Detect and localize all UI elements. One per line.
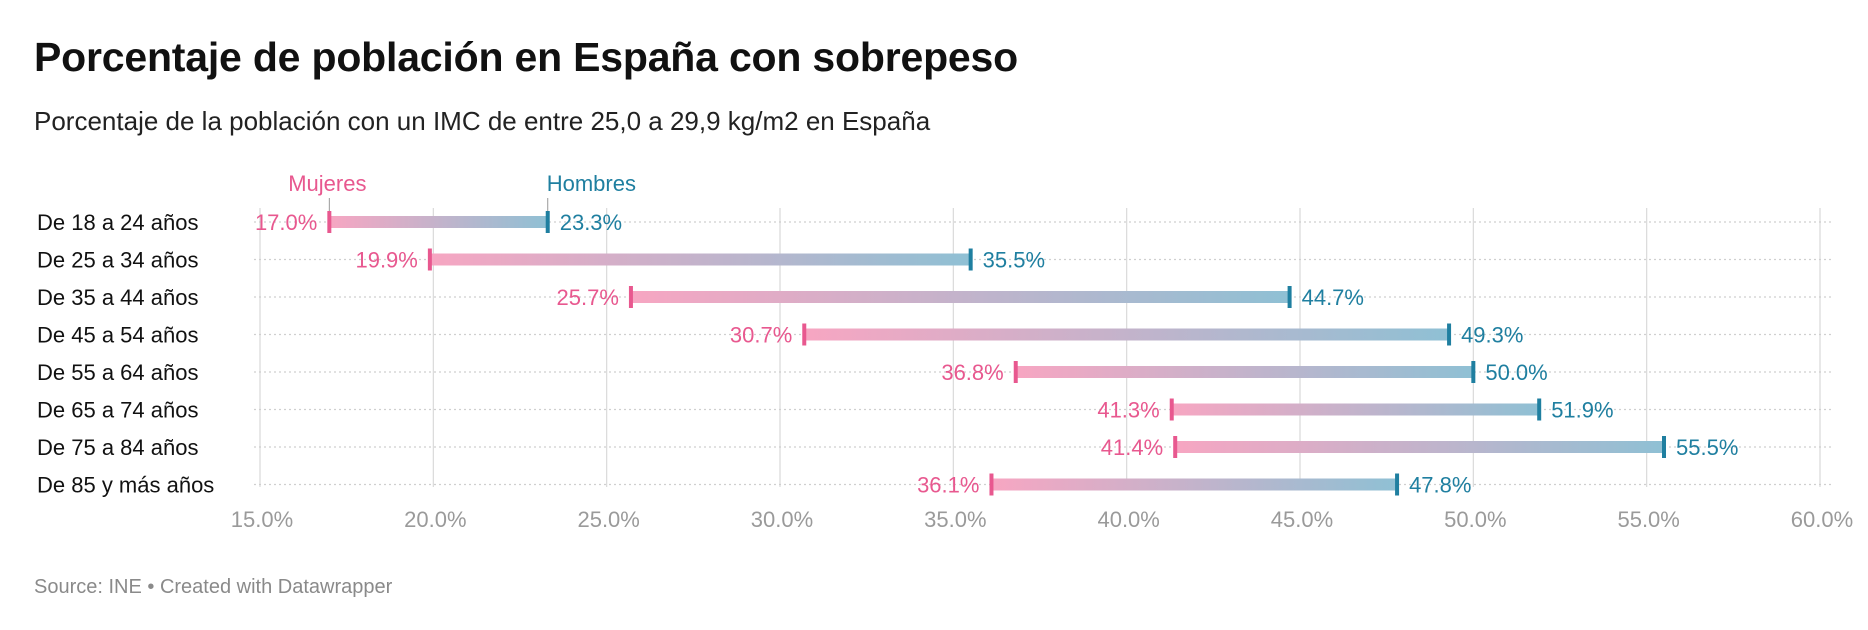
range-bar xyxy=(1175,441,1664,453)
mujeres-marker xyxy=(1169,398,1174,421)
mujeres-value-label: 25.7% xyxy=(557,285,619,310)
category-label: De 18 a 24 años xyxy=(37,210,198,235)
hombres-marker xyxy=(1662,436,1666,458)
category-label: De 35 a 44 años xyxy=(37,285,198,310)
range-bar xyxy=(329,216,548,228)
range-bar xyxy=(804,328,1450,341)
hombres-value-label: 47.8% xyxy=(1409,473,1471,498)
range-bar xyxy=(1015,366,1474,378)
mujeres-value-label: 17.0% xyxy=(255,210,317,235)
mujeres-marker xyxy=(1013,361,1018,383)
mujeres-marker xyxy=(1173,436,1178,458)
range-bar xyxy=(429,253,971,266)
range-bar xyxy=(630,291,1290,303)
hombres-marker xyxy=(1287,286,1292,308)
mujeres-value-label: 19.9% xyxy=(355,248,417,273)
chart-subtitle: Porcentaje de la población con un IMC de… xyxy=(34,106,931,136)
hombres-marker xyxy=(968,248,973,271)
hombres-value-label: 50.0% xyxy=(1485,360,1547,385)
hombres-marker xyxy=(1395,473,1400,496)
hombres-marker xyxy=(545,211,550,233)
range-bar xyxy=(1171,403,1540,416)
legend-mujeres: Mujeres xyxy=(288,171,366,196)
x-tick-label: 60.0% xyxy=(1791,507,1853,532)
category-label: De 85 y más años xyxy=(37,473,214,498)
hombres-value-label: 44.7% xyxy=(1302,285,1364,310)
mujeres-value-label: 41.3% xyxy=(1097,398,1159,423)
hombres-marker xyxy=(1537,398,1542,421)
source-note: Source: INE • Created with Datawrapper xyxy=(34,576,393,598)
mujeres-marker xyxy=(989,473,994,496)
hombres-value-label: 35.5% xyxy=(983,248,1045,273)
mujeres-marker xyxy=(628,286,633,308)
mujeres-value-label: 36.1% xyxy=(917,473,979,498)
x-tick-label: 35.0% xyxy=(924,507,986,532)
mujeres-marker xyxy=(427,248,432,271)
hombres-marker xyxy=(1447,323,1452,346)
range-chart: 15.0% 20.0% 25.0% 30.0% 35.0% 40.0% 45.0% 50.0%… xyxy=(37,171,1853,532)
x-tick-label: 30.0% xyxy=(751,507,813,532)
range-bar xyxy=(991,478,1398,491)
legend-hombres: Hombres xyxy=(547,171,636,196)
x-tick-label: 20.0% xyxy=(404,507,466,532)
x-tick-label: 15.0% xyxy=(231,507,293,532)
bar-layer xyxy=(327,211,1666,496)
category-label: De 25 a 34 años xyxy=(37,248,198,273)
hombres-marker xyxy=(1471,361,1476,383)
mujeres-marker xyxy=(327,211,332,233)
mujeres-value-label: 36.8% xyxy=(941,360,1003,385)
mujeres-value-label: 41.4% xyxy=(1101,435,1163,460)
hombres-value-label: 51.9% xyxy=(1551,398,1613,423)
mujeres-value-label: 30.7% xyxy=(730,323,792,348)
hombres-value-label: 55.5% xyxy=(1676,435,1738,460)
x-tick-label: 50.0% xyxy=(1444,507,1506,532)
mujeres-marker xyxy=(802,323,807,346)
category-label: De 65 a 74 años xyxy=(37,398,198,423)
category-label: De 45 a 54 años xyxy=(37,323,198,348)
x-tick-label: 55.0% xyxy=(1617,507,1679,532)
category-label: De 55 a 64 años xyxy=(37,360,198,385)
x-tick-label: 25.0% xyxy=(577,507,639,532)
label-layer: De 18 a 24 años 17.0% 23.3% De 25 a 34 años… xyxy=(37,171,1738,498)
hombres-value-label: 49.3% xyxy=(1461,323,1523,348)
hombres-value-label: 23.3% xyxy=(560,210,622,235)
x-tick-label: 40.0% xyxy=(1097,507,1159,532)
x-tick-label: 45.0% xyxy=(1271,507,1333,532)
category-label: De 75 a 84 años xyxy=(37,435,198,460)
chart-title: Porcentaje de población en España con so… xyxy=(34,34,1018,80)
